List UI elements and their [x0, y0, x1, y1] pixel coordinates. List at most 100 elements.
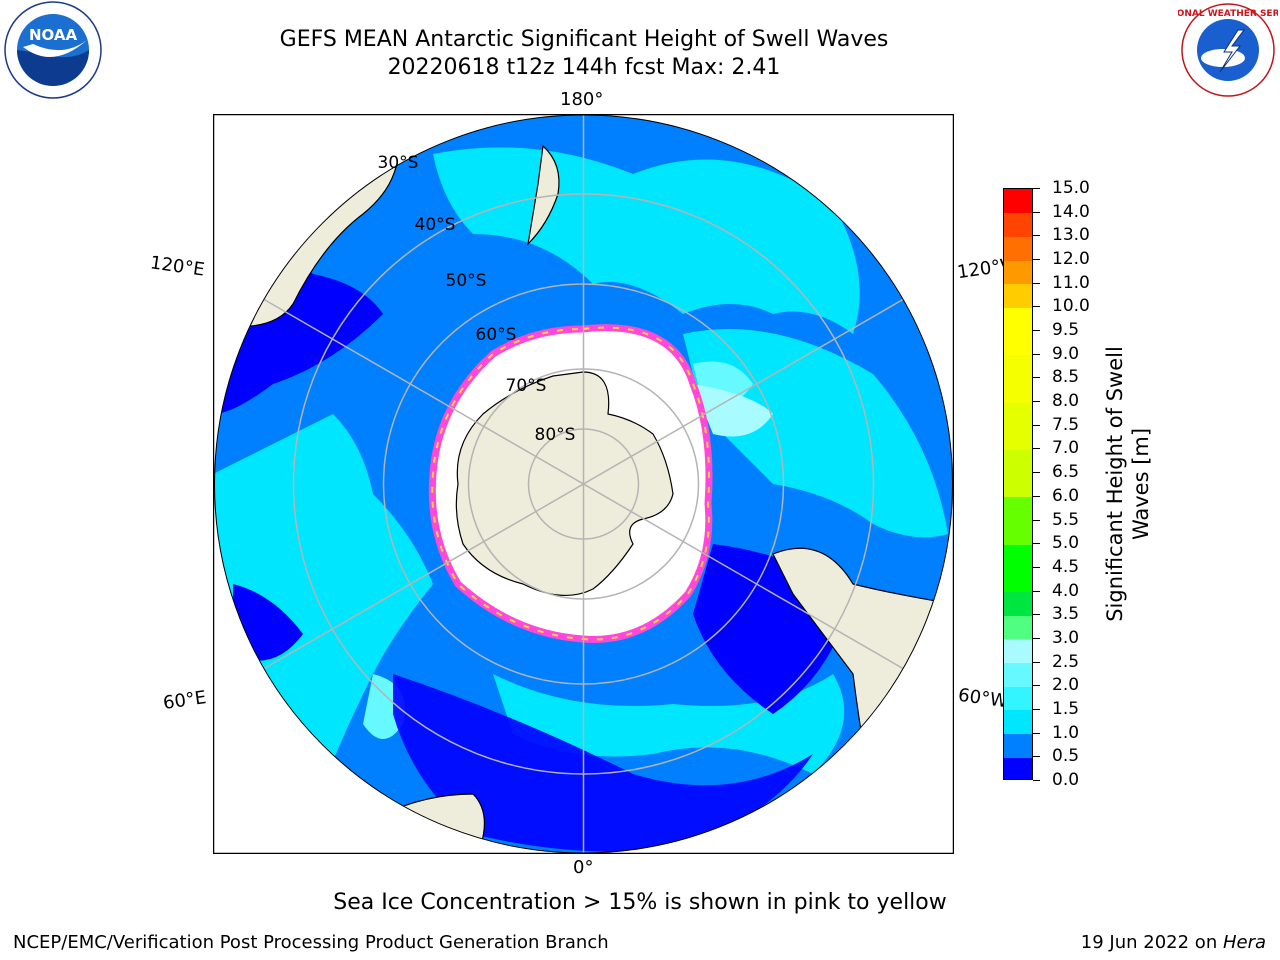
- colorbar-tick-label: 2.0: [1052, 675, 1080, 696]
- graticule: [214, 115, 953, 853]
- colorbar-segment: [1004, 402, 1032, 450]
- sea-ice-note: Sea Ice Concentration > 15% is shown in …: [333, 890, 947, 915]
- colorbar-segment: [1004, 733, 1032, 758]
- colorbar-tick-label: 5.0: [1052, 533, 1080, 554]
- colorbar-tick-label: 11.0: [1052, 272, 1090, 293]
- colorbar-tick-label: 15.0: [1052, 178, 1090, 198]
- colorbar-tick: [1033, 424, 1040, 426]
- colorbar-segment: [1004, 212, 1032, 237]
- footer-date-prefix: 19 Jun 2022 on: [1080, 932, 1223, 953]
- colorbar-tick-label: 1.5: [1052, 698, 1080, 719]
- colorbar-tick-label: 3.5: [1052, 604, 1080, 625]
- colorbar-tick: [1033, 637, 1040, 639]
- colorbar-tick: [1033, 259, 1040, 261]
- colorbar-tick: [1033, 353, 1040, 355]
- antarctica-land: [455, 371, 674, 597]
- colorbar-tick: [1033, 661, 1040, 663]
- lon-label-120e: 120°E: [148, 252, 206, 281]
- lat-label-40s: 40°S: [415, 215, 456, 235]
- map-panel: 30°S 40°S 50°S 60°S 70°S 80°S: [213, 114, 954, 854]
- lat-label-80s: 80°S: [535, 425, 576, 445]
- colorbar-tick: [1033, 732, 1040, 734]
- colorbar-tick-label: 7.0: [1052, 438, 1080, 459]
- colorbar-tick-label: 7.5: [1052, 414, 1080, 435]
- colorbar: [1003, 188, 1033, 780]
- colorbar-segment: [1004, 354, 1032, 403]
- colorbar-tick: [1033, 377, 1040, 379]
- colorbar-segment: [1004, 260, 1032, 285]
- colorbar-segment: [1004, 638, 1032, 664]
- colorbar-segment: [1004, 662, 1032, 687]
- colorbar-tick: [1033, 235, 1040, 237]
- colorbar-segment: [1004, 449, 1032, 498]
- colorbar-segment: [1004, 307, 1032, 356]
- lon-label-0: 0°: [573, 857, 594, 878]
- lat-label-50s: 50°S: [446, 271, 487, 291]
- colorbar-tick-label: 0.0: [1052, 770, 1080, 790]
- colorbar-tick-label: 6.5: [1052, 462, 1080, 483]
- colorbar-tick-label: 2.5: [1052, 651, 1080, 672]
- colorbar-segment: [1004, 544, 1032, 593]
- colorbar-segment: [1004, 686, 1032, 711]
- colorbar-tick: [1033, 519, 1040, 521]
- lat-label-30s: 30°S: [378, 153, 419, 173]
- colorbar-tick: [1033, 330, 1040, 332]
- colorbar-tick-label: 12.0: [1052, 249, 1090, 270]
- lon-label-180: 180°: [560, 89, 604, 110]
- lon-label-60e: 60°E: [161, 687, 208, 714]
- colorbar-tick: [1033, 401, 1040, 403]
- colorbar-tick: [1033, 211, 1040, 213]
- noaa-logo-text: NOAA: [29, 26, 78, 44]
- colorbar-tick-label: 3.0: [1052, 627, 1080, 648]
- colorbar-tick: [1033, 543, 1040, 545]
- colorbar-tick: [1033, 685, 1040, 687]
- colorbar-tick-label: 6.0: [1052, 485, 1080, 506]
- footer-machine: Hera: [1222, 932, 1266, 953]
- noaa-logo: NOAA: [4, 1, 102, 99]
- colorbar-segment: [1004, 709, 1032, 735]
- lat-label-60s: 60°S: [476, 325, 517, 345]
- chart-subtitle: 20220618 t12z 144h fcst Max: 2.41: [387, 55, 781, 80]
- colorbar-segment: [1004, 615, 1032, 640]
- lon-label-60w: 60°W: [956, 684, 1009, 713]
- colorbar-tick: [1033, 188, 1040, 189]
- colorbar-tick-label: 9.0: [1052, 343, 1080, 364]
- colorbar-tick-label: 14.0: [1052, 201, 1090, 222]
- colorbar-tick: [1033, 306, 1040, 308]
- colorbar-segment: [1004, 189, 1032, 214]
- colorbar-tick: [1033, 708, 1040, 710]
- colorbar-tick: [1033, 614, 1040, 616]
- colorbar-tick: [1033, 282, 1040, 284]
- colorbar-label-line1: Significant Height of Swell: [1103, 346, 1127, 622]
- colorbar-tick-label: 4.5: [1052, 556, 1080, 577]
- colorbar-tick-label: 13.0: [1052, 225, 1090, 246]
- footer-credit: NCEP/EMC/Verification Post Processing Pr…: [13, 932, 609, 953]
- chart-title: GEFS MEAN Antarctic Significant Height o…: [279, 27, 889, 52]
- colorbar-tick: [1033, 495, 1040, 497]
- colorbar-tick: [1033, 448, 1040, 450]
- colorbar-segment: [1004, 496, 1032, 545]
- colorbar-tick-label: 0.5: [1052, 746, 1080, 767]
- polar-map: 30°S 40°S 50°S 60°S 70°S 80°S: [213, 114, 954, 854]
- colorbar-tick-label: 8.5: [1052, 367, 1080, 388]
- colorbar-tick-label: 9.5: [1052, 320, 1080, 341]
- lat-label-70s: 70°S: [506, 376, 547, 396]
- colorbar-tick: [1033, 566, 1040, 568]
- colorbar-tick-label: 10.0: [1052, 296, 1090, 317]
- colorbar-tick-label: 8.0: [1052, 391, 1080, 412]
- colorbar-tick: [1033, 780, 1040, 781]
- colorbar-tick: [1033, 756, 1040, 758]
- map-frame-border: [213, 114, 954, 854]
- colorbar-label-line2: Waves [m]: [1129, 427, 1153, 541]
- colorbar-tick-label: 1.0: [1052, 722, 1080, 743]
- nws-logo: NATIONAL WEATHER SERVICE: [1178, 3, 1278, 97]
- nws-logo-text: NATIONAL WEATHER SERVICE: [1178, 9, 1278, 19]
- colorbar-segment: [1004, 236, 1032, 261]
- colorbar-tick: [1033, 472, 1040, 474]
- colorbar-segment: [1004, 591, 1032, 616]
- footer-date: 19 Jun 2022 on Hera: [1081, 932, 1266, 953]
- colorbar-segment: [1004, 283, 1032, 308]
- colorbar-segment: [1004, 757, 1032, 779]
- new-zealand-land: [527, 144, 560, 246]
- colorbar-tick-label: 4.0: [1052, 580, 1080, 601]
